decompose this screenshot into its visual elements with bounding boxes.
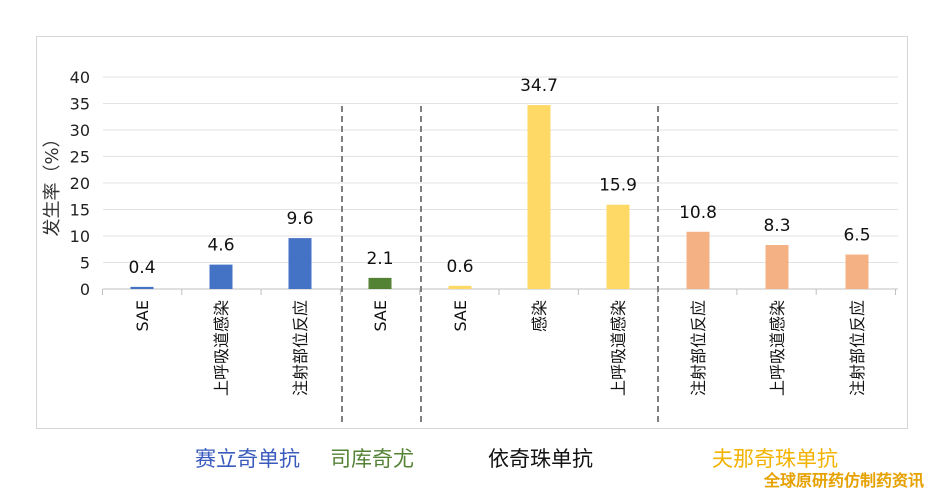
y-tick-label: 15 <box>70 201 90 220</box>
y-axis-title: 发生率（%） <box>42 129 63 236</box>
bar <box>130 286 154 289</box>
x-tick-label: 上呼吸道感染 <box>609 300 628 396</box>
chart-frame <box>36 36 908 429</box>
y-tick-label: 5 <box>80 254 90 273</box>
y-tick-label: 35 <box>70 95 90 114</box>
bar <box>606 204 630 289</box>
x-tick-label: 上呼吸道感染 <box>768 300 787 396</box>
group-label: 依奇珠单抗 <box>488 447 593 471</box>
bar <box>288 238 312 289</box>
x-tick-label: SAE <box>371 300 390 332</box>
x-tick-label: SAE <box>451 300 470 332</box>
y-tick-label: 10 <box>70 227 90 246</box>
data-label: 0.6 <box>446 257 473 277</box>
data-label: 15.9 <box>599 176 637 196</box>
watermark: 全球原研药仿制药资讯 <box>763 471 924 490</box>
x-tick-label: 感染 <box>530 300 549 332</box>
x-tick-label: 上呼吸道感染 <box>212 300 231 396</box>
y-tick-label: 0 <box>80 280 90 299</box>
bar <box>527 105 551 289</box>
y-tick-label: 20 <box>70 174 90 193</box>
group-label: 夫那奇珠单抗 <box>712 447 838 471</box>
group-label: 赛立奇单抗 <box>195 447 300 471</box>
bar <box>686 231 710 289</box>
data-label: 8.3 <box>763 216 790 236</box>
data-label: 9.6 <box>286 209 313 229</box>
x-tick-label: SAE <box>133 300 152 332</box>
x-tick-label: 注射部位反应 <box>848 300 867 396</box>
group-label: 司库奇尤 <box>330 447 414 471</box>
y-tick-label: 25 <box>70 148 90 167</box>
x-tick-label: 注射部位反应 <box>689 300 708 396</box>
bar <box>209 264 233 289</box>
data-label: 10.8 <box>679 203 717 223</box>
data-label: 34.7 <box>520 76 558 96</box>
bar <box>765 245 789 289</box>
data-label: 4.6 <box>207 236 234 256</box>
bar <box>368 277 392 289</box>
bar <box>448 285 472 289</box>
y-tick-label: 40 <box>70 68 90 87</box>
data-label: 0.4 <box>128 258 155 278</box>
bar <box>845 254 869 289</box>
y-tick-label: 30 <box>70 121 90 140</box>
data-label: 6.5 <box>843 226 870 246</box>
x-tick-label: 注射部位反应 <box>291 300 310 396</box>
data-label: 2.1 <box>366 249 393 269</box>
